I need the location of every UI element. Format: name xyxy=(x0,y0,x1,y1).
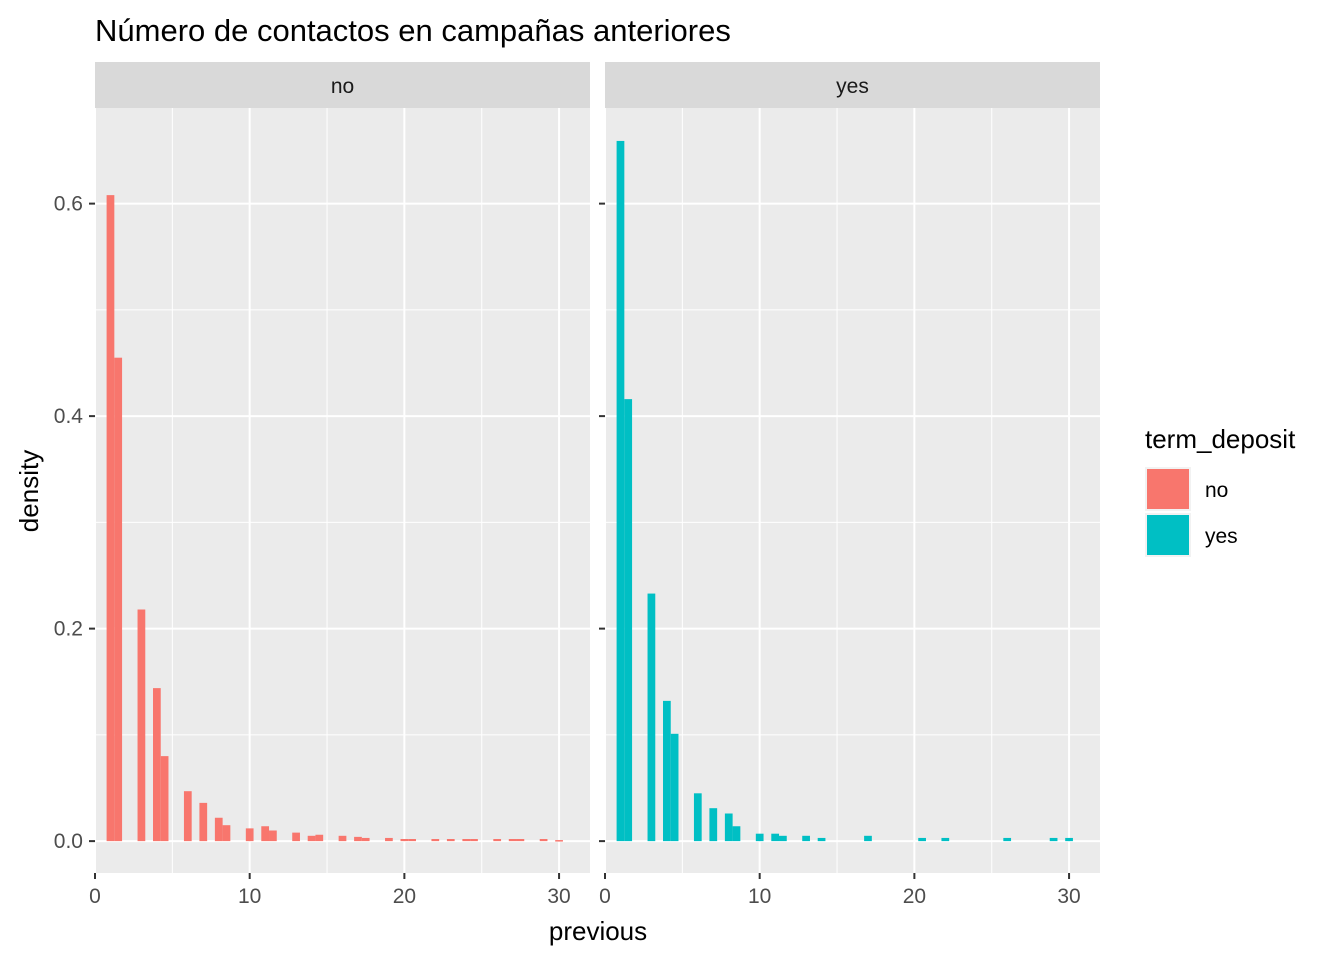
legend: term_deposit no yes xyxy=(1145,424,1296,557)
histogram-bar xyxy=(462,839,471,842)
y-tick-label: 0.2 xyxy=(54,618,83,641)
histogram-bar xyxy=(214,817,223,842)
histogram-bar xyxy=(802,835,810,842)
histogram-bar xyxy=(114,357,123,842)
histogram-bar xyxy=(292,832,300,842)
histogram-bar xyxy=(771,833,780,842)
facet-strip xyxy=(605,62,1100,108)
y-tick-label: 0.4 xyxy=(54,405,84,428)
x-tick-label: 30 xyxy=(1057,885,1080,908)
histogram-bar xyxy=(137,609,146,842)
facet-panel-yes: yes 0 10 20 30 xyxy=(599,62,1100,908)
x-tick-label: 30 xyxy=(547,885,570,908)
histogram-bar xyxy=(183,791,192,842)
x-tick-label: 10 xyxy=(238,885,261,908)
x-axis-title: previous xyxy=(549,916,647,946)
histogram-bar xyxy=(261,826,270,842)
histogram-bar xyxy=(508,839,517,842)
histogram-bar xyxy=(732,826,741,842)
histogram-bar xyxy=(160,756,169,842)
histogram-bar xyxy=(864,835,872,842)
histogram-bar xyxy=(663,700,671,842)
x-tick-label: 20 xyxy=(903,885,926,908)
histogram-bar xyxy=(1003,837,1012,842)
histogram-bar xyxy=(354,836,362,842)
histogram-bar xyxy=(431,839,440,842)
histogram-bar xyxy=(941,837,950,842)
histogram-bar xyxy=(199,802,208,842)
facet-strip xyxy=(95,62,590,108)
histogram-bar xyxy=(555,840,563,842)
histogram-bar xyxy=(670,733,679,842)
legend-swatch xyxy=(1147,515,1189,555)
histogram-bar xyxy=(470,839,478,842)
histogram-bar xyxy=(647,593,656,842)
histogram-bar xyxy=(338,835,347,842)
legend-title: term_deposit xyxy=(1145,424,1296,454)
histogram-bar xyxy=(709,808,718,842)
histogram-bar xyxy=(315,834,324,842)
panel-background xyxy=(605,108,1100,873)
facet-panel-no: no 0 10 20 30 0.0 0.2 0.4 0.6 xyxy=(54,62,590,908)
histogram-bar xyxy=(616,140,625,842)
facet-strip-label: no xyxy=(331,75,354,98)
panel-background xyxy=(95,108,590,873)
x-tick-label: 0 xyxy=(599,885,611,908)
histogram-bar xyxy=(400,839,409,842)
histogram-bar xyxy=(1065,837,1073,842)
histogram-bar xyxy=(918,837,926,842)
x-tick-label: 0 xyxy=(89,885,101,908)
y-axis-title: density xyxy=(14,450,44,532)
histogram-bar xyxy=(361,837,370,842)
histogram-bar xyxy=(245,828,254,842)
legend-label: no xyxy=(1205,479,1228,502)
legend-item-yes: yes xyxy=(1145,513,1238,557)
histogram-bar xyxy=(493,839,502,842)
legend-label: yes xyxy=(1205,525,1238,548)
histogram-bar xyxy=(817,837,826,842)
histogram-bar xyxy=(755,833,764,842)
histogram-bar xyxy=(693,793,702,842)
x-tick-label: 10 xyxy=(748,885,771,908)
histogram-bar xyxy=(1049,837,1058,842)
histogram-bar xyxy=(446,839,455,842)
x-tick-label: 20 xyxy=(393,885,416,908)
histogram-bar xyxy=(269,830,277,842)
histogram-bar xyxy=(516,839,525,842)
y-tick-label: 0.0 xyxy=(54,830,83,853)
facet-strip-label: yes xyxy=(836,75,869,98)
chart-title: Número de contactos en campañas anterior… xyxy=(95,13,731,48)
histogram-bar xyxy=(724,813,733,842)
facet-panels: no 0 10 20 30 0.0 0.2 0.4 0.6 yes 0 10 20 30 xyxy=(54,62,1100,908)
histogram-bar xyxy=(779,835,787,842)
legend-swatch xyxy=(1147,469,1189,509)
histogram-bar xyxy=(385,837,393,842)
histogram-bar xyxy=(307,835,316,842)
histogram-bar xyxy=(624,399,633,842)
histogram-bar xyxy=(539,839,548,842)
legend-item-no: no xyxy=(1145,467,1228,511)
histogram-bar xyxy=(408,839,416,842)
histogram-bar xyxy=(222,825,231,842)
histogram-bar xyxy=(153,688,161,842)
y-tick-label: 0.6 xyxy=(54,193,83,216)
histogram-bar xyxy=(106,195,115,842)
